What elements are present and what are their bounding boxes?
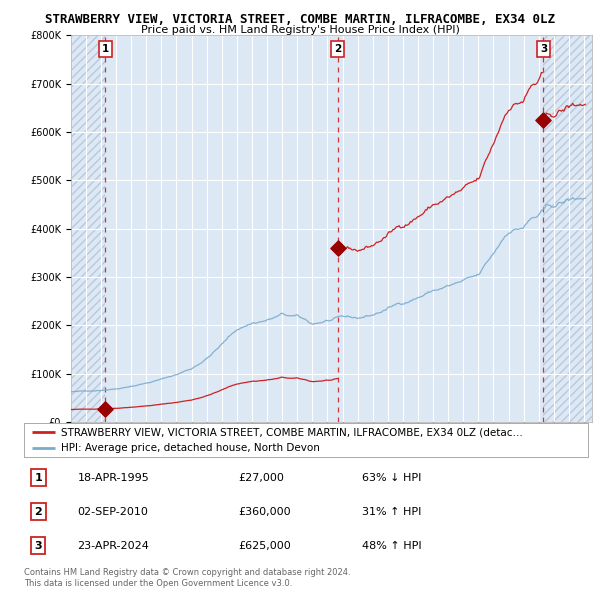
Text: 1: 1 bbox=[102, 44, 109, 54]
Text: Price paid vs. HM Land Registry's House Price Index (HPI): Price paid vs. HM Land Registry's House … bbox=[140, 25, 460, 35]
Point bbox=[333, 243, 343, 253]
Text: £625,000: £625,000 bbox=[238, 541, 291, 551]
Text: £27,000: £27,000 bbox=[238, 473, 284, 483]
Text: 63% ↓ HPI: 63% ↓ HPI bbox=[362, 473, 422, 483]
Text: 48% ↑ HPI: 48% ↑ HPI bbox=[362, 541, 422, 551]
Text: 1: 1 bbox=[34, 473, 42, 483]
Text: Contains HM Land Registry data © Crown copyright and database right 2024.
This d: Contains HM Land Registry data © Crown c… bbox=[24, 568, 350, 588]
Text: HPI: Average price, detached house, North Devon: HPI: Average price, detached house, Nort… bbox=[61, 443, 320, 453]
Text: 2: 2 bbox=[34, 507, 42, 517]
Text: 02-SEP-2010: 02-SEP-2010 bbox=[77, 507, 148, 517]
Text: 2: 2 bbox=[334, 44, 341, 54]
Text: 3: 3 bbox=[34, 541, 42, 551]
Text: STRAWBERRY VIEW, VICTORIA STREET, COMBE MARTIN, ILFRACOMBE, EX34 0LZ (detac…: STRAWBERRY VIEW, VICTORIA STREET, COMBE … bbox=[61, 427, 523, 437]
Point bbox=[101, 404, 110, 414]
Text: 18-APR-1995: 18-APR-1995 bbox=[77, 473, 149, 483]
Point bbox=[539, 115, 548, 124]
Text: STRAWBERRY VIEW, VICTORIA STREET, COMBE MARTIN, ILFRACOMBE, EX34 0LZ: STRAWBERRY VIEW, VICTORIA STREET, COMBE … bbox=[45, 13, 555, 26]
Text: £360,000: £360,000 bbox=[238, 507, 291, 517]
Text: 3: 3 bbox=[540, 44, 547, 54]
Text: 23-APR-2024: 23-APR-2024 bbox=[77, 541, 149, 551]
Text: 31% ↑ HPI: 31% ↑ HPI bbox=[362, 507, 422, 517]
